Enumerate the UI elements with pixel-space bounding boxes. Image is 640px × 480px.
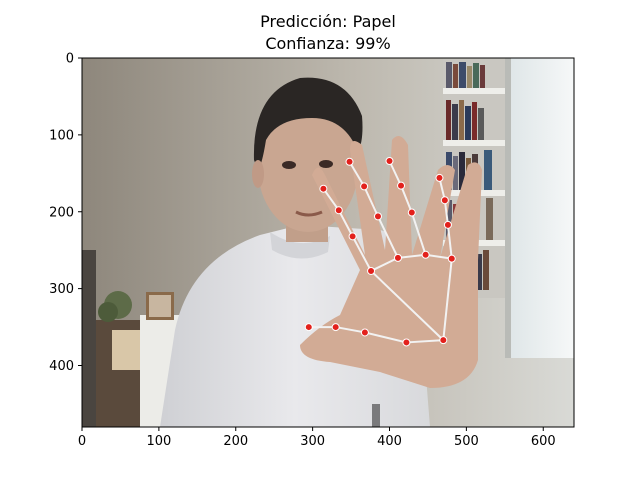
hand-landmark [440, 196, 449, 205]
y-tick-label: 300 [49, 282, 74, 297]
y-tick-label: 100 [49, 128, 74, 143]
title-line-1: Predicción: Papel [260, 12, 396, 31]
hand-connection [442, 258, 453, 341]
hand-landmark [407, 208, 416, 217]
hand-landmark [334, 206, 343, 215]
hand-connection [322, 188, 340, 211]
hand-connection [370, 256, 399, 272]
x-tick-label: 600 [531, 434, 556, 449]
window [510, 58, 574, 358]
hand-connection [400, 185, 413, 213]
hand-landmark [331, 323, 340, 332]
hand-landmark [385, 157, 394, 166]
hand-skeleton [304, 157, 456, 347]
hand-connection [446, 224, 453, 259]
hand-connection [363, 185, 379, 217]
y-tick-label: 200 [49, 205, 74, 220]
hand-connection [443, 200, 449, 225]
x-axis: 0 100 200 300 400 500 600 [78, 427, 556, 449]
hand-landmark [393, 253, 402, 262]
hand-connection [337, 209, 354, 237]
hand-landmark [397, 181, 406, 190]
hand-connection [364, 331, 407, 344]
webcam-image [82, 58, 574, 427]
y-tick-label: 0 [66, 52, 74, 67]
title-line-2: Confianza: 99% [265, 34, 390, 53]
hand-landmark [435, 173, 444, 182]
hand-landmark [439, 336, 448, 345]
hand-connection [410, 212, 427, 256]
hand-landmark [304, 323, 313, 332]
hand-connection [406, 339, 444, 344]
hand-landmark [447, 254, 456, 263]
hand-connection [377, 215, 399, 259]
hand-connection [370, 270, 445, 341]
hand-connection [348, 161, 365, 187]
x-tick-label: 300 [300, 434, 325, 449]
hand-landmark [348, 232, 357, 241]
axes-frame [81, 57, 575, 428]
hand-connection [425, 253, 452, 260]
hand-landmark [402, 338, 411, 347]
hand-landmark [421, 250, 430, 259]
x-tick-label: 100 [146, 434, 171, 449]
window-frame [505, 58, 511, 358]
hand-landmark [373, 212, 382, 221]
x-tick-label: 400 [377, 434, 402, 449]
hand-landmark [345, 157, 354, 166]
hand-landmark [360, 182, 369, 191]
hand-connection [351, 235, 372, 272]
hand-landmark [443, 220, 452, 229]
hand-landmark [367, 266, 376, 275]
x-tick-label: 200 [223, 434, 248, 449]
hand-connection [335, 326, 366, 334]
hand-landmark [360, 328, 369, 337]
hand-connection [388, 160, 402, 187]
x-tick-label: 0 [78, 434, 86, 449]
y-axis: 0 100 200 300 400 [49, 52, 82, 374]
y-tick-label: 400 [49, 359, 74, 374]
hand-connection [397, 253, 426, 259]
hand-landmark [319, 184, 328, 193]
x-tick-label: 500 [454, 434, 479, 449]
